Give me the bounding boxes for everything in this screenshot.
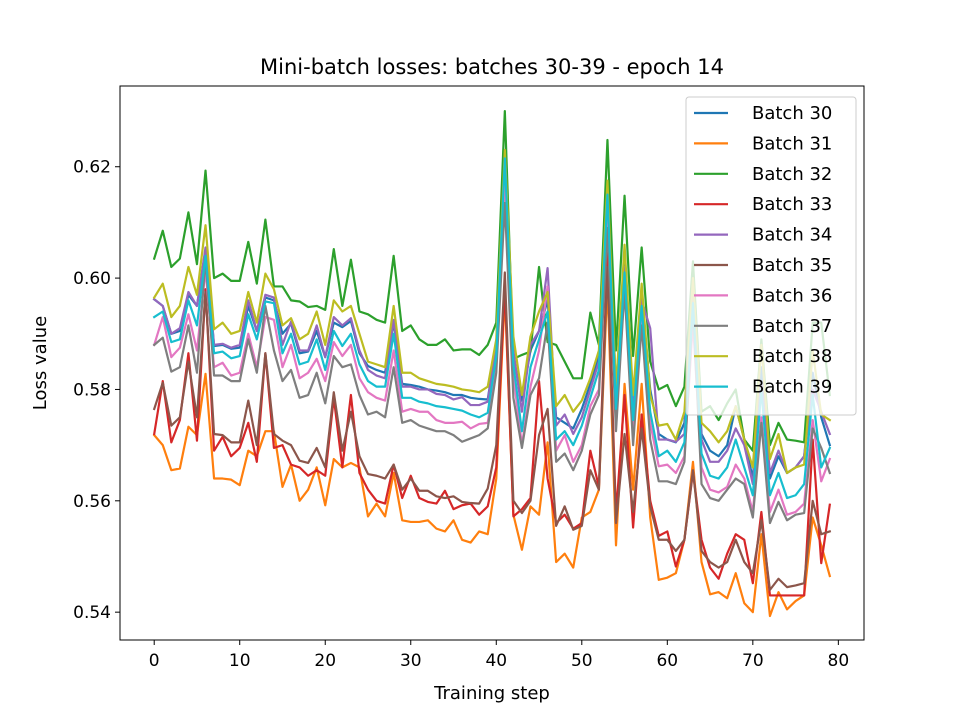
legend-label: Batch 34 xyxy=(752,225,832,246)
x-tick-label: 80 xyxy=(828,651,850,671)
legend-label: Batch 39 xyxy=(752,377,832,398)
x-tick-label: 10 xyxy=(229,651,251,671)
x-tick-label: 70 xyxy=(742,651,764,671)
series-line-batch-38 xyxy=(152,148,832,475)
y-tick-label: 0.62 xyxy=(73,158,111,178)
series-line-batch-37 xyxy=(152,201,832,525)
legend: Batch 30 Batch 31 Batch 32 Batch 33 Batch 34… xyxy=(685,96,857,416)
legend-label: Batch 32 xyxy=(752,164,832,185)
legend-label: Batch 33 xyxy=(752,194,832,215)
x-tick-label: 30 xyxy=(400,651,422,671)
y-axis-label: Loss value xyxy=(30,316,51,410)
series-line-batch-39 xyxy=(152,157,832,500)
x-axis-label: Training step xyxy=(433,683,550,704)
x-tick-label: 50 xyxy=(571,651,593,671)
legend-box xyxy=(685,96,857,416)
y-tick-label: 0.58 xyxy=(73,380,111,400)
legend-label: Batch 35 xyxy=(752,255,832,276)
legend-label: Batch 30 xyxy=(752,103,832,124)
y-tick-label: 0.56 xyxy=(73,492,111,512)
legend-label: Batch 31 xyxy=(752,133,832,154)
plot-frame xyxy=(119,85,865,641)
series-line-batch-35 xyxy=(152,265,832,591)
x-tick-label: 0 xyxy=(149,651,160,671)
series-line-batch-31 xyxy=(152,282,832,618)
legend-label: Batch 37 xyxy=(752,316,832,337)
series-line-batch-32 xyxy=(152,109,832,452)
y-axis: 0.54 0.56 0.58 0.60 0.62 xyxy=(73,158,120,623)
y-tick-label: 0.54 xyxy=(73,603,111,623)
chart-title: Mini-batch losses: batches 30-39 - epoch… xyxy=(260,55,724,79)
series-line-batch-34 xyxy=(152,165,832,486)
x-tick-label: 40 xyxy=(485,651,507,671)
legend-label: Batch 36 xyxy=(752,285,832,306)
x-tick-label: 20 xyxy=(314,651,336,671)
x-tick-label: 60 xyxy=(656,651,678,671)
plot-lines xyxy=(152,109,832,618)
legend-label: Batch 38 xyxy=(752,346,832,367)
x-axis: 0 10 20 30 40 50 60 70 80 xyxy=(149,640,849,671)
y-tick-label: 0.60 xyxy=(73,269,111,289)
